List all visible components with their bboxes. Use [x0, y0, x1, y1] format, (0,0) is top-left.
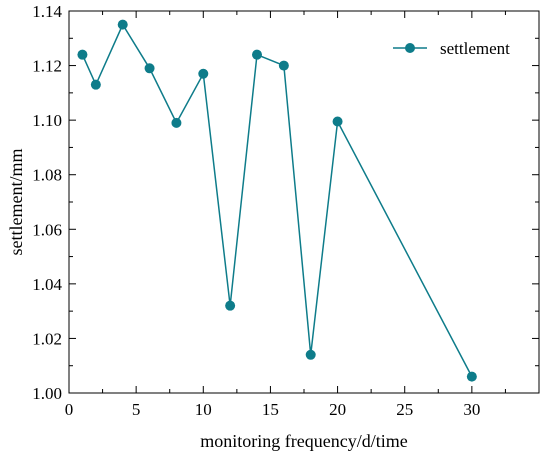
y-tick-label: 1.00	[32, 384, 62, 403]
y-tick-label: 1.06	[32, 220, 62, 239]
data-point	[117, 19, 128, 30]
data-point	[252, 49, 262, 60]
legend-marker	[405, 43, 415, 53]
data-point	[225, 300, 236, 311]
y-tick-label: 1.14	[32, 2, 62, 21]
data-point	[77, 49, 88, 60]
x-tick-label: 20	[329, 400, 346, 419]
y-axis-title: settlement/mm	[6, 149, 26, 256]
data-point	[466, 371, 477, 382]
data-point	[90, 79, 101, 90]
x-tick-label: 0	[65, 400, 74, 419]
series-layer	[77, 19, 477, 382]
y-tick-label: 1.10	[32, 111, 62, 130]
y-axis-ticks: 1.00 1.02 1.04 1.06 1.08 1.10 1.12 1.14	[32, 2, 539, 403]
data-point	[332, 116, 343, 127]
data-point	[144, 63, 155, 74]
y-tick-label: 1.08	[32, 166, 62, 185]
data-point	[171, 117, 182, 128]
data-point	[305, 349, 316, 360]
plot-area: 0 5 10 15 20 25 30 1.00 1.02 1.04 1.06 1.08 1.10 1.1…	[32, 2, 540, 419]
data-point	[278, 60, 289, 71]
x-tick-label: 10	[195, 400, 212, 419]
x-tick-label: 5	[132, 400, 141, 419]
plot-frame	[68, 10, 540, 394]
x-tick-label: 30	[463, 400, 480, 419]
x-axis-title: monitoring frequency/d/time	[200, 431, 407, 451]
x-tick-label: 15	[262, 400, 279, 419]
x-tick-label: 25	[396, 400, 413, 419]
x-axis-ticks: 0 5 10 15 20 25 30	[65, 11, 506, 419]
data-point	[198, 68, 209, 79]
y-tick-label: 1.12	[32, 57, 62, 76]
legend: settlement	[393, 39, 510, 58]
y-tick-label: 1.04	[32, 275, 62, 294]
series-line	[81, 23, 473, 377]
y-tick-label: 1.02	[32, 329, 62, 348]
legend-label: settlement	[440, 39, 510, 58]
